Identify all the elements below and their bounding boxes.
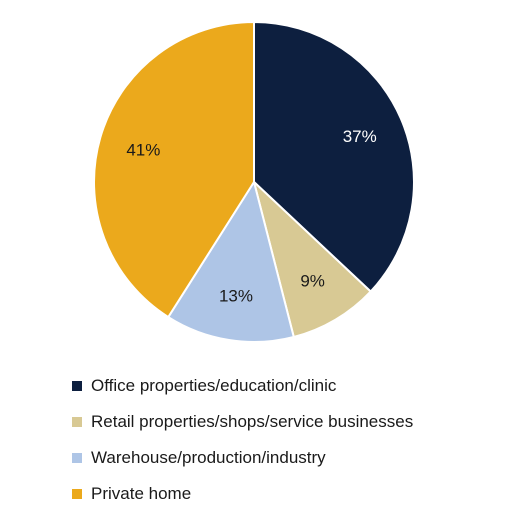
pie-chart: 37% 9% 13% 41%	[93, 21, 415, 343]
pie-slices	[93, 21, 415, 343]
legend-item-warehouse-production-industry: Warehouse/production/industry	[72, 440, 413, 476]
legend-label: Warehouse/production/industry	[91, 448, 326, 467]
pie-slice-retail-properties-shops-service-businesses	[253, 181, 372, 338]
pie-slice-private-home	[93, 21, 255, 319]
pie-value-labels: 37% 9% 13% 41%	[126, 127, 376, 306]
legend: Office properties/education/clinic Retail…	[72, 368, 413, 512]
legend-item-retail-properties-shops-service-businesses: Retail properties/shops/service business…	[72, 404, 413, 440]
legend-label: Retail properties/shops/service business…	[91, 412, 414, 431]
legend-label: Office properties/education/clinic	[91, 376, 337, 395]
pie-value-label-private-home: 41%	[126, 140, 160, 159]
legend-item-private-home: Private home	[72, 476, 413, 512]
pie-slice-warehouse-production-industry	[167, 181, 295, 343]
legend-swatch	[72, 417, 82, 427]
pie-slice-office-properties-education-clinic	[253, 21, 415, 293]
pie-value-label-office-properties-education-clinic: 37%	[343, 127, 377, 146]
legend-swatch	[72, 381, 82, 391]
legend-item-office-properties-education-clinic: Office properties/education/clinic	[72, 368, 413, 404]
pie-value-label-warehouse-production-industry: 13%	[219, 286, 253, 305]
legend-swatch	[72, 453, 82, 463]
legend-swatch	[72, 489, 82, 499]
legend-label: Private home	[91, 484, 192, 503]
pie-value-label-retail-properties-shops-service-businesses: 9%	[300, 272, 325, 291]
